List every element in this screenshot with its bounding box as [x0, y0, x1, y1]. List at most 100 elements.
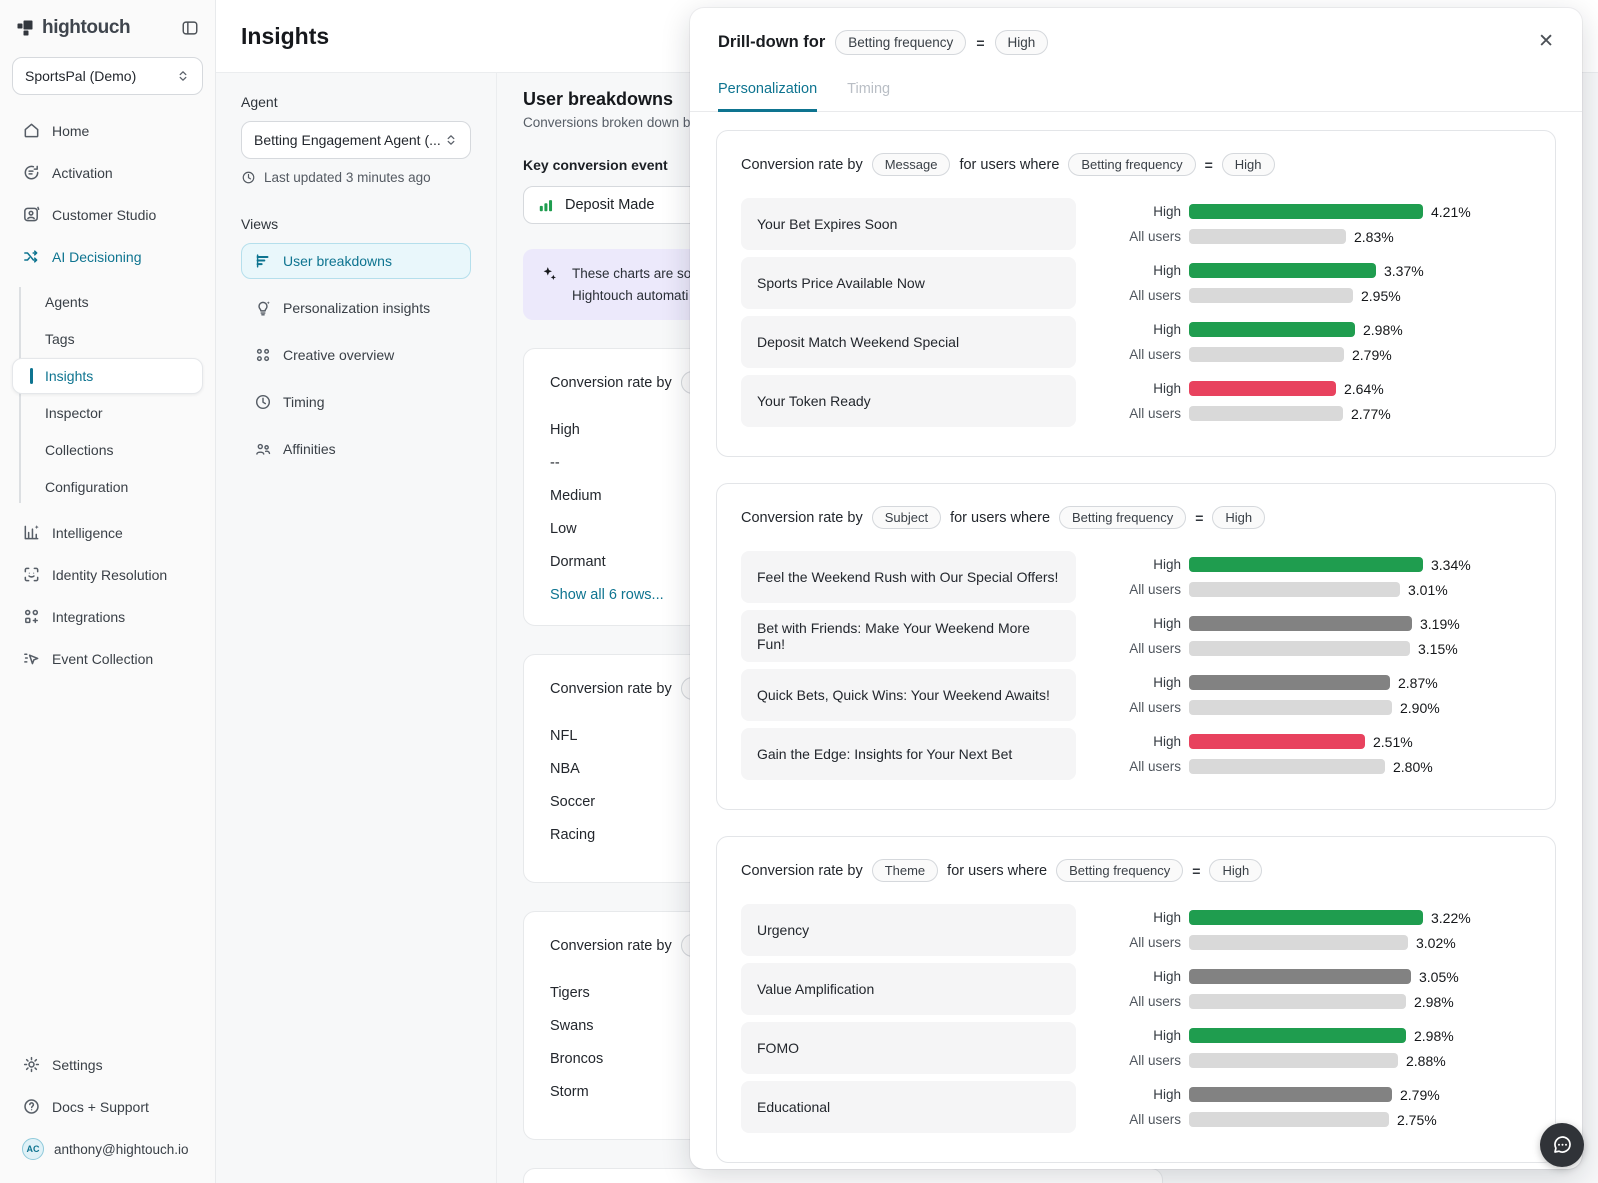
nav-item-label: Integrations — [52, 609, 125, 625]
equals-sign: = — [976, 35, 984, 51]
high-bar-line: High2.51% — [1117, 734, 1433, 750]
app-root: { "colors": { "accent_teal": "#0e7490", … — [0, 0, 1598, 1183]
sidebar-item-insights[interactable]: Insights — [12, 358, 203, 394]
all-users-bar — [1189, 347, 1344, 362]
close-icon[interactable]: ✕ — [1538, 32, 1554, 51]
filter-value-pill[interactable]: High — [1209, 859, 1262, 882]
sidebar-item-home[interactable]: Home — [12, 111, 203, 150]
all-users-label: All users — [1117, 406, 1181, 421]
agent-selector[interactable]: Betting Engagement Agent (... — [241, 121, 471, 159]
chevron-updown-icon — [176, 69, 190, 83]
last-updated: Last updated 3 minutes ago — [241, 170, 471, 185]
high-bar-line: High3.34% — [1117, 557, 1471, 573]
user-breakdowns-icon — [254, 252, 272, 270]
sidebar-item-integrations[interactable]: Integrations — [12, 597, 203, 636]
sidebar-footer-docs-support[interactable]: Docs + Support — [12, 1087, 203, 1126]
view-item-timing[interactable]: Timing — [241, 384, 471, 420]
views-label: Views — [241, 216, 471, 232]
ai-notice-line1: These charts are so — [572, 263, 691, 285]
all-users-value: 3.15% — [1418, 641, 1458, 657]
table-row: Feel the Weekend Rush with Our Special O… — [741, 551, 1531, 603]
breakdown-card-theme: Conversion rate byThemefor users whereBe… — [716, 836, 1556, 1163]
high-label: High — [1117, 557, 1181, 572]
sidebar-nav: HomeActivation Customer Studio AI Decision… — [0, 109, 215, 281]
sidebar-item-intelligence[interactable]: Intelligence — [12, 513, 203, 552]
user-account-row[interactable]: AC anthony@hightouch.io — [12, 1129, 203, 1169]
all-users-value: 2.80% — [1393, 759, 1433, 775]
nav-item-label: Customer Studio — [52, 207, 156, 223]
sidebar-item-tags[interactable]: Tags — [12, 321, 203, 357]
user-email: anthony@hightouch.io — [54, 1142, 189, 1157]
sidebar-item-collections[interactable]: Collections — [12, 432, 203, 468]
filter-value-pill[interactable]: High — [1222, 153, 1275, 176]
row-label-pill: Deposit Match Weekend Special — [741, 316, 1076, 368]
equals-sign: = — [1205, 157, 1213, 173]
high-bar — [1189, 1087, 1392, 1102]
all-users-bar — [1189, 935, 1408, 950]
all-users-bar-line: All users3.15% — [1117, 641, 1460, 657]
table-row: Your Bet Expires SoonHigh4.21%All users2… — [741, 198, 1531, 250]
dimension-pill[interactable]: Theme — [872, 859, 938, 882]
dimension-pill[interactable]: Message — [872, 153, 951, 176]
all-users-value: 2.83% — [1354, 229, 1394, 245]
row-label: Sports Price Available Now — [757, 275, 925, 291]
row-bars: High3.22%All users3.02% — [1117, 910, 1471, 951]
row-label-pill: Your Token Ready — [741, 375, 1076, 427]
sidebar-footer-settings[interactable]: Settings — [12, 1045, 203, 1084]
bar-chart-icon — [538, 197, 554, 213]
filter-pill[interactable]: Betting frequency — [835, 30, 966, 55]
card-title-text: Conversion rate by — [741, 510, 863, 526]
high-label: High — [1117, 969, 1181, 984]
sidebar-item-customer-studio[interactable]: Customer Studio — [12, 195, 203, 234]
view-item-creative-overview[interactable]: Creative overview — [241, 337, 471, 373]
row-label: FOMO — [757, 1040, 799, 1056]
workspace-selector[interactable]: SportsPal (Demo) — [12, 57, 203, 95]
all-users-bar-line: All users2.98% — [1117, 994, 1459, 1010]
sidebar: hightouch SportsPal (Demo) HomeActivatio… — [0, 0, 216, 1183]
filter-pill[interactable]: Betting frequency — [1059, 506, 1186, 529]
row-label-pill: Value Amplification — [741, 963, 1076, 1015]
chat-button[interactable] — [1540, 1123, 1584, 1167]
sidebar-item-ai-decisioning[interactable]: AI Decisioning — [12, 237, 203, 276]
sidebar-item-agents[interactable]: Agents — [12, 284, 203, 320]
tab-personalization[interactable]: Personalization — [718, 81, 817, 112]
filter-value-pill[interactable]: High — [1212, 506, 1265, 529]
sidebar-item-inspector[interactable]: Inspector — [12, 395, 203, 431]
filter-pill[interactable]: Betting frequency — [1068, 153, 1195, 176]
row-bars: High3.37%All users2.95% — [1117, 263, 1424, 304]
high-value: 2.79% — [1400, 1087, 1440, 1103]
high-bar-line: High3.22% — [1117, 910, 1471, 926]
sidebar-footer: SettingsDocs + Support AC anthony@highto… — [0, 1037, 215, 1183]
row-label: Your Bet Expires Soon — [757, 216, 897, 232]
row-bars: High2.98%All users2.88% — [1117, 1028, 1454, 1069]
sidebar-item-event-collection[interactable]: Event Collection — [12, 639, 203, 678]
row-label: Educational — [757, 1099, 830, 1115]
card-title-text: for users where — [950, 510, 1050, 526]
all-users-value: 2.75% — [1397, 1112, 1437, 1128]
view-item-personalization-insights[interactable]: Personalization insights — [241, 290, 471, 326]
sidebar-item-identity-resolution[interactable]: Identity Resolution — [12, 555, 203, 594]
ai-notice-line2: Hightouch automati — [572, 285, 691, 307]
filter-pill[interactable]: Betting frequency — [1056, 859, 1183, 882]
sidebar-item-activation[interactable]: Activation — [12, 153, 203, 192]
dimension-pill[interactable]: Subject — [872, 506, 941, 529]
all-users-label: All users — [1117, 1053, 1181, 1068]
row-label: Your Token Ready — [757, 393, 871, 409]
view-item-affinities[interactable]: Affinities — [241, 431, 471, 467]
view-item-user-breakdowns[interactable]: User breakdowns — [241, 243, 471, 279]
row-bars: High2.87%All users2.90% — [1117, 675, 1440, 716]
sidebar-collapse-icon[interactable] — [181, 19, 199, 37]
tab-timing[interactable]: Timing — [847, 81, 890, 112]
sidebar-item-configuration[interactable]: Configuration — [12, 469, 203, 505]
all-users-bar-line: All users3.01% — [1117, 582, 1471, 598]
chevron-updown-icon — [444, 133, 458, 147]
last-updated-text: Last updated 3 minutes ago — [264, 170, 431, 185]
high-bar-line: High4.21% — [1117, 204, 1471, 220]
nav-item-label: Identity Resolution — [52, 567, 167, 583]
all-users-value: 2.79% — [1352, 347, 1392, 363]
logo-text: hightouch — [42, 17, 130, 39]
high-label: High — [1117, 1028, 1181, 1043]
high-bar — [1189, 322, 1355, 337]
all-users-bar-line: All users2.95% — [1117, 288, 1424, 304]
filter-value-pill[interactable]: High — [995, 30, 1049, 55]
